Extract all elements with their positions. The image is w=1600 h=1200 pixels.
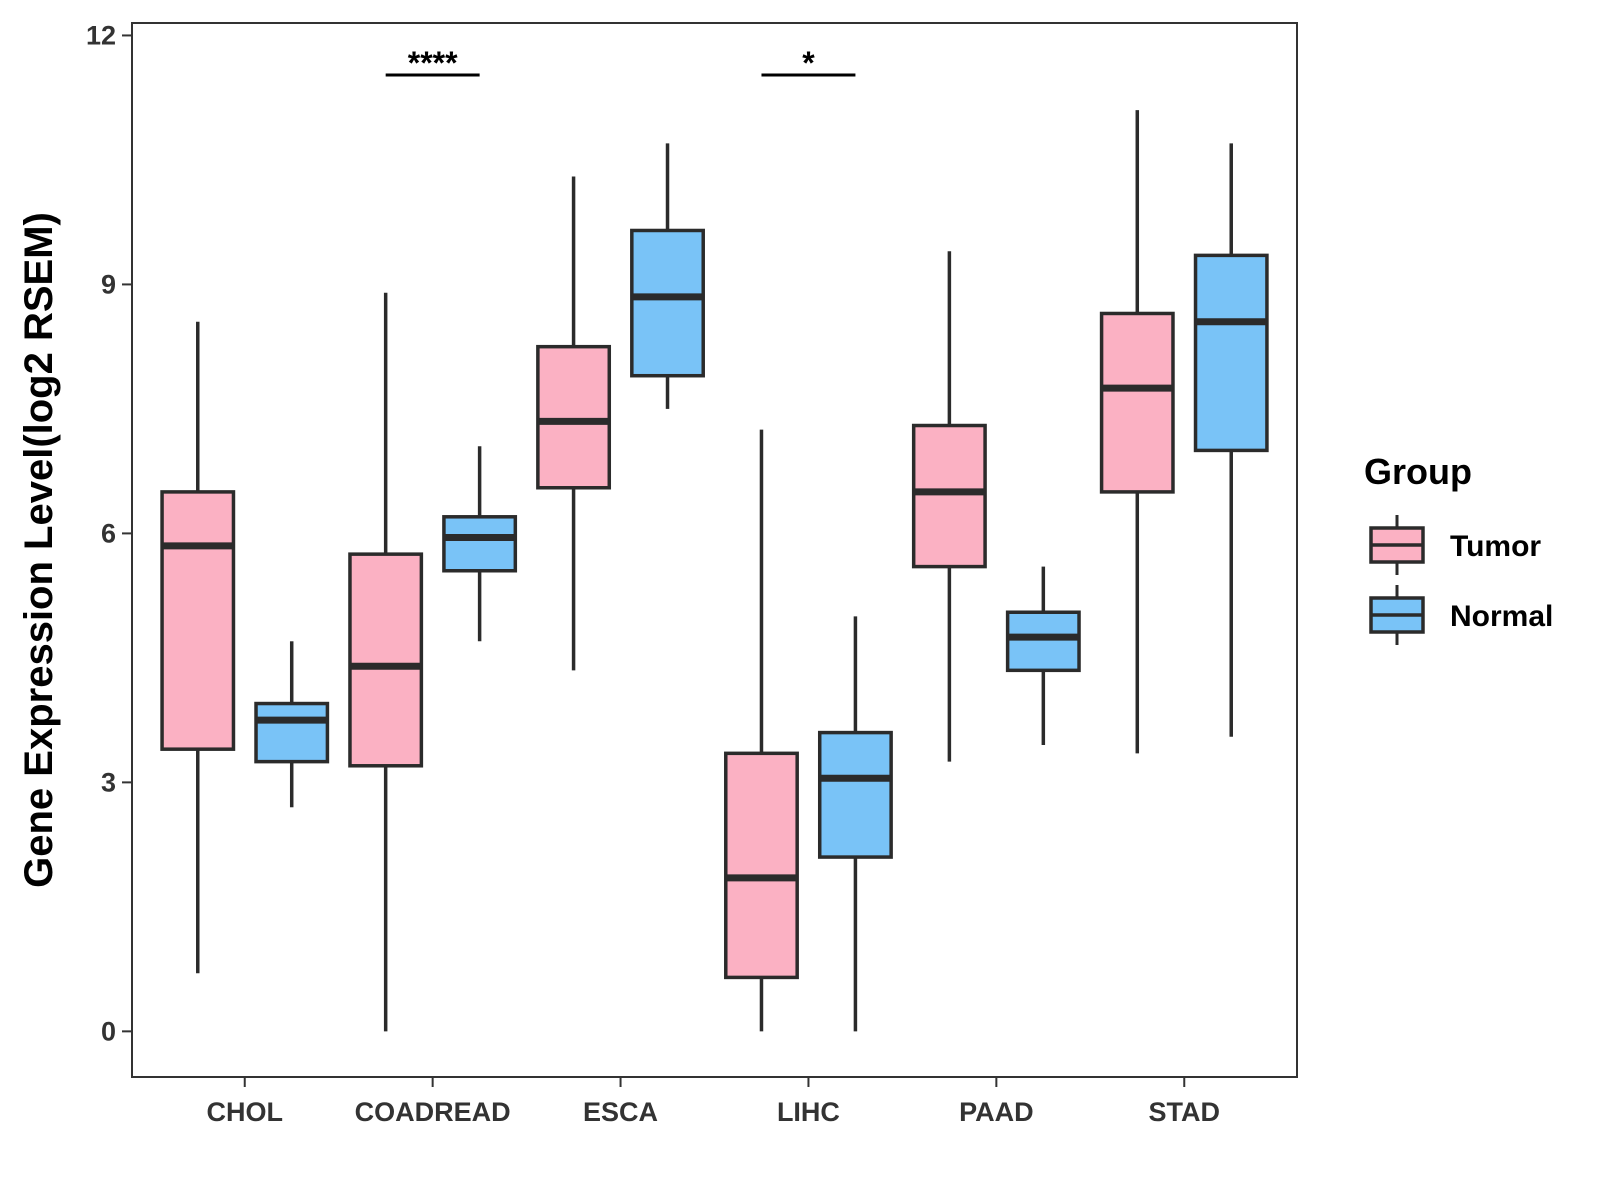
box-iqr: [911, 423, 987, 569]
y-axis-title: Gene Expression Level(log2 RSEM): [17, 212, 61, 888]
x-axis: CHOL COADREAD ESCA LIHC PAAD STAD: [206, 1077, 1220, 1127]
legend-label: Normal: [1450, 600, 1553, 633]
box-normal-stad: [1193, 143, 1269, 737]
legend-title: Group: [1364, 451, 1472, 492]
box-tumor-esca: [536, 176, 612, 671]
y-tick-label: 9: [101, 269, 116, 299]
box-iqr: [1005, 610, 1081, 673]
box-tumor-coadread: [348, 292, 424, 1032]
box-normal-chol: [254, 641, 330, 808]
box-tumor-stad: [1099, 110, 1175, 754]
box-normal-lihc: [817, 616, 893, 1032]
box-tumor-lihc: [724, 429, 799, 1032]
box-iqr: [1193, 253, 1269, 453]
y-tick-label: 3: [101, 767, 116, 797]
y-tick-label: 12: [86, 20, 116, 50]
box-iqr: [536, 344, 612, 490]
box-iqr: [348, 552, 424, 768]
y-tick-label: 6: [101, 518, 116, 548]
x-tick-label: ESCA: [583, 1097, 658, 1127]
box-iqr: [630, 228, 705, 378]
box-iqr: [254, 701, 330, 764]
y-tick-label: 0: [101, 1016, 116, 1046]
box-iqr: [1099, 311, 1175, 494]
x-tick-label: LIHC: [777, 1097, 840, 1127]
box-tumor-paad: [911, 251, 987, 762]
x-tick-label: PAAD: [959, 1097, 1034, 1127]
box-iqr: [817, 730, 893, 859]
legend-key-tumor: Tumor: [1369, 515, 1541, 575]
legend: Group Tumor Normal: [1364, 451, 1553, 645]
box-iqr: [442, 515, 518, 573]
legend-label: Tumor: [1450, 530, 1541, 563]
plot-area: **** *: [160, 45, 1269, 1032]
box-normal-coadread: [442, 446, 518, 642]
legend-key-normal: Normal: [1369, 585, 1553, 645]
box-iqr: [724, 751, 799, 980]
box-iqr: [160, 490, 236, 751]
y-axis: 0 3 6 9 12: [86, 20, 132, 1046]
x-tick-label: COADREAD: [355, 1097, 511, 1127]
plot-border: [131, 22, 1298, 1078]
significance-coadread: ****: [385, 45, 480, 81]
box-normal-paad: [1005, 566, 1081, 746]
x-tick-label: STAD: [1149, 1097, 1221, 1127]
box-normal-esca: [630, 143, 705, 409]
box-tumor-chol: [160, 321, 236, 974]
significance-label: *: [802, 45, 815, 81]
significance-label: ****: [408, 45, 458, 81]
x-tick-label: CHOL: [206, 1097, 283, 1127]
significance-lihc: *: [761, 45, 856, 81]
